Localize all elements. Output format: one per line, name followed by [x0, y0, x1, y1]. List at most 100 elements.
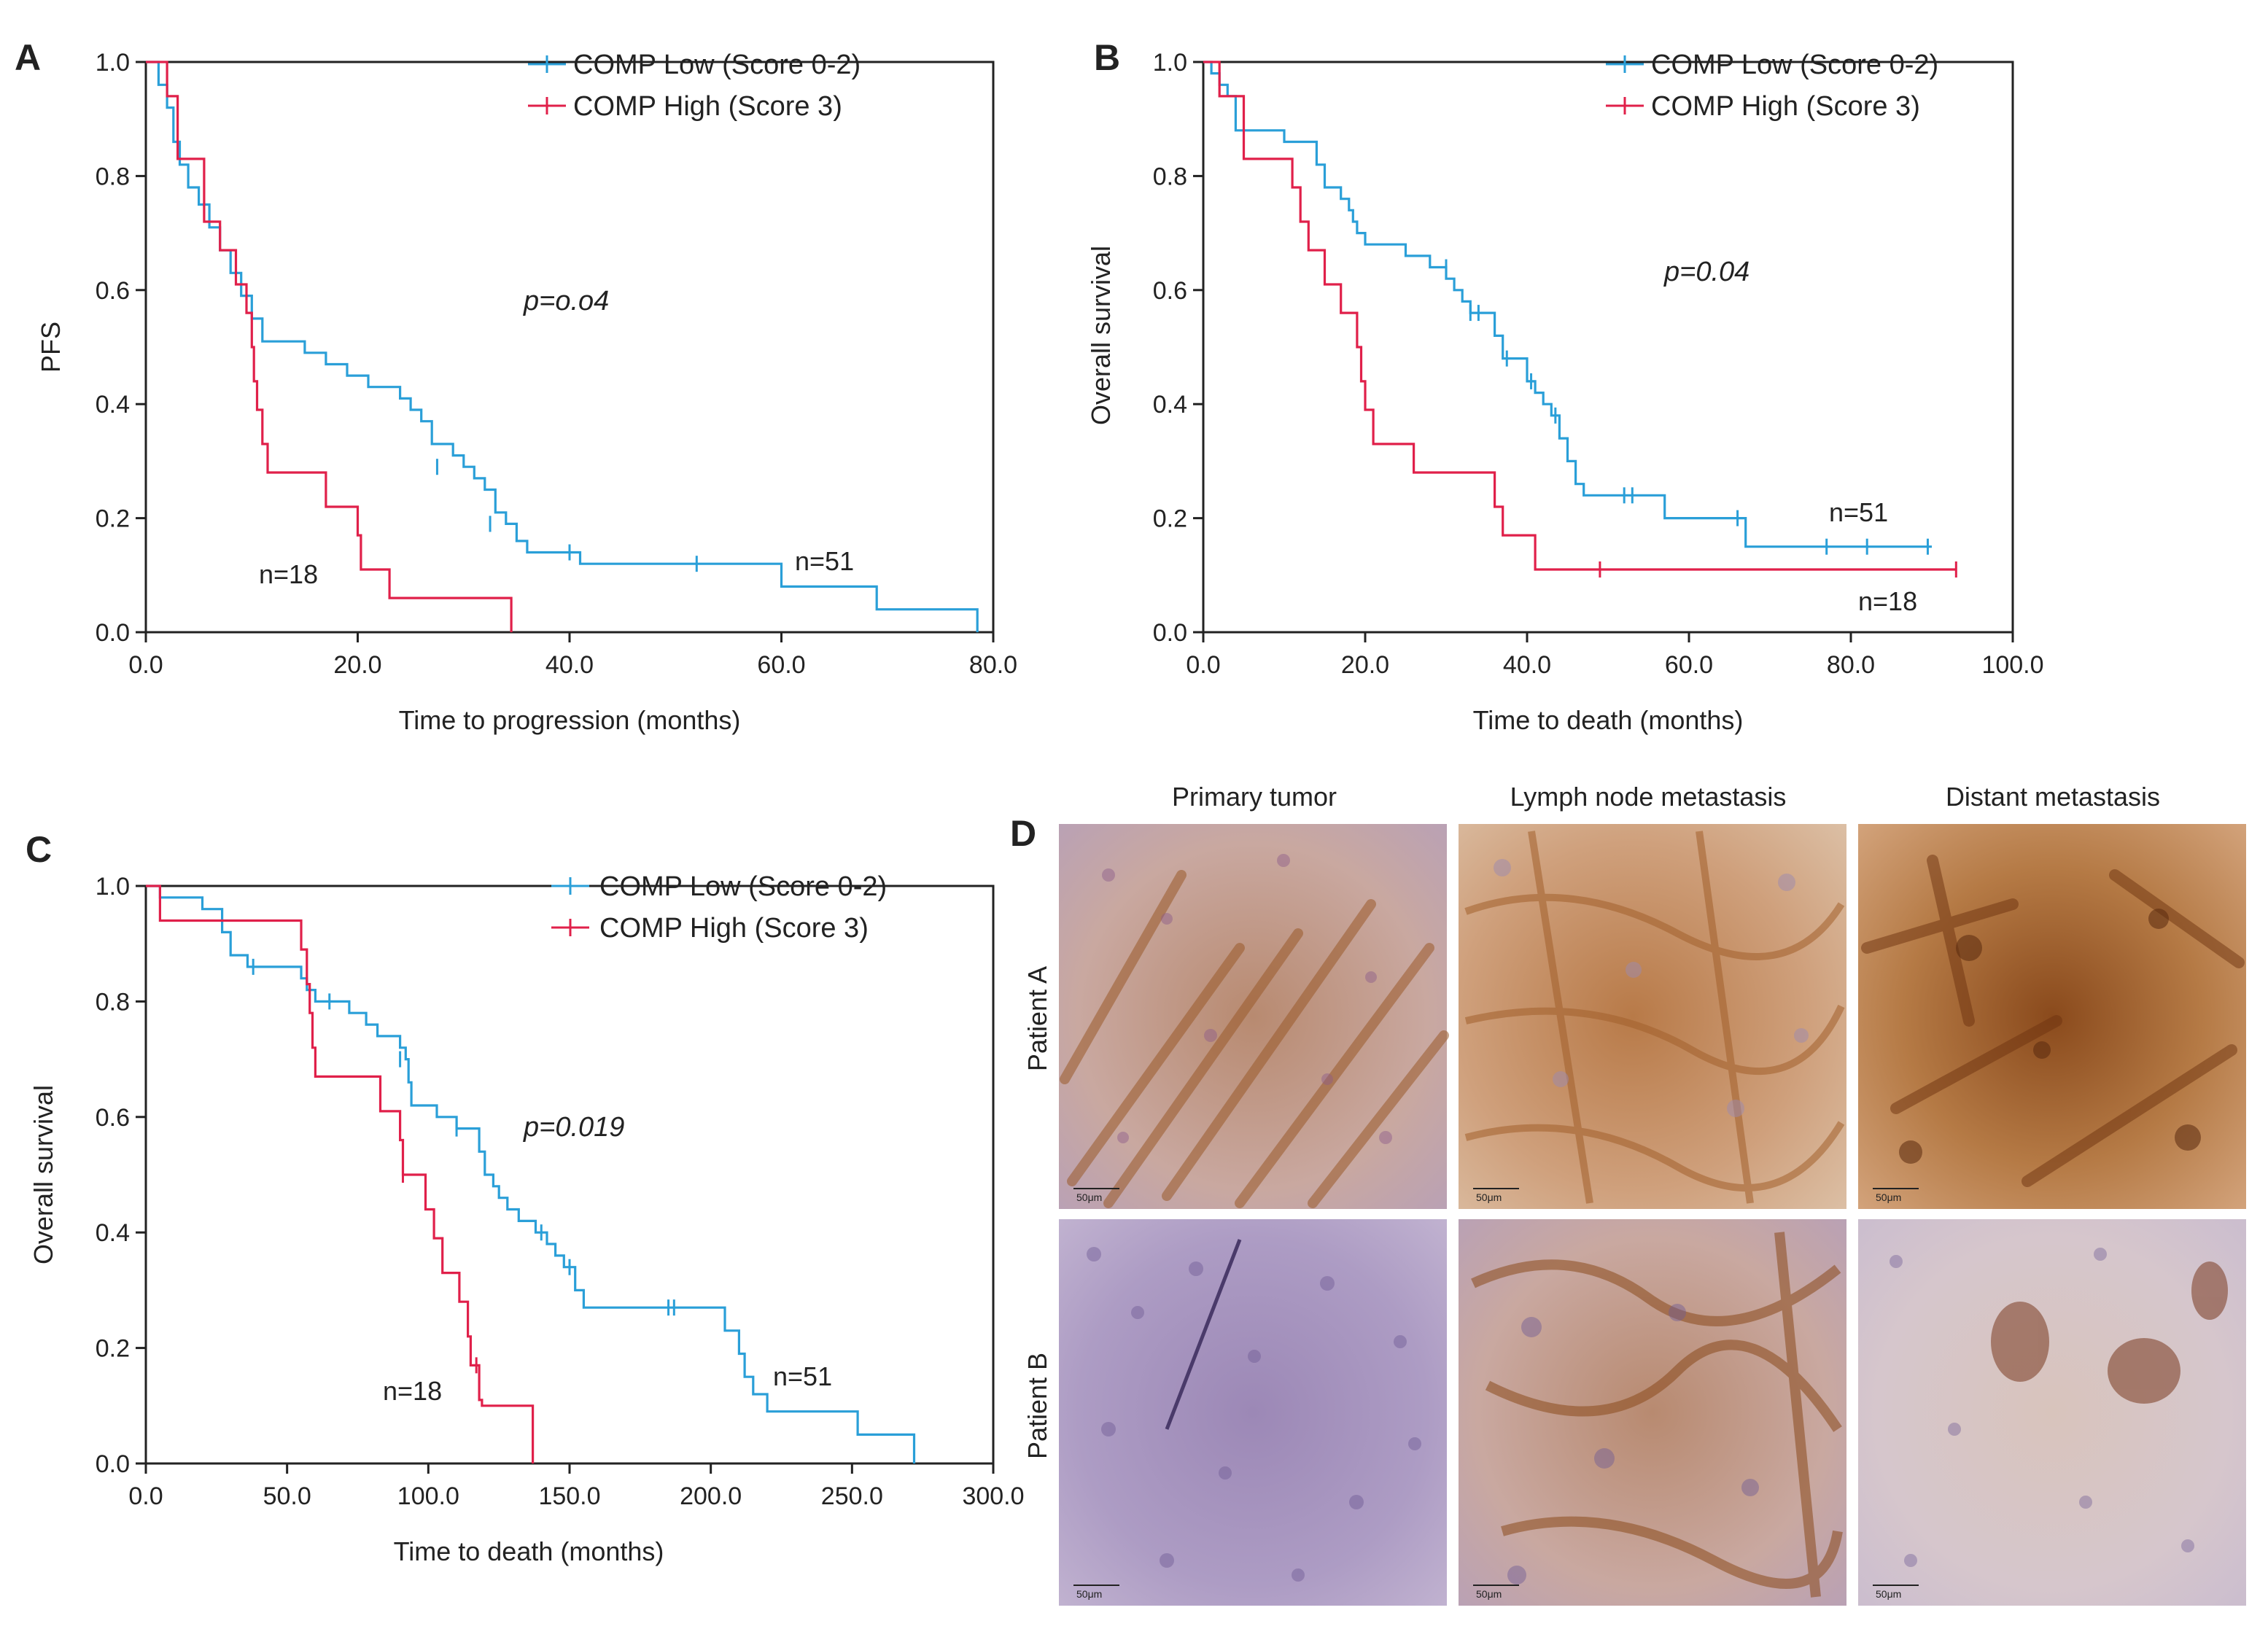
- x-tick-label-c-3: 150.0: [538, 1482, 600, 1510]
- y-tick-label-a-3: 0.6: [96, 277, 130, 305]
- x-tick-label-c-5: 250.0: [821, 1482, 883, 1510]
- curves-c: [146, 885, 916, 1463]
- legend-label-low-c: COMP Low (Score 0-2): [599, 871, 887, 902]
- x-tick-label-c-2: 100.0: [397, 1482, 459, 1510]
- image-b-distant: 50μm: [1858, 1219, 2246, 1606]
- x-tick-label-a-4: 80.0: [969, 651, 1017, 679]
- km-curve-low-b: [1203, 61, 1932, 548]
- legend-label-high-a: COMP High (Score 3): [573, 91, 842, 122]
- axes-b: 0.0 20.0 40.0 60.0 80.0 100.0 0.0 0.2 0.4 0.6 0.8 1…: [1153, 49, 2044, 679]
- panel-letter-b: B: [1094, 37, 1120, 78]
- image-b-lymph-node: 50μm: [1459, 1219, 1846, 1606]
- legend-label-low-b: COMP Low (Score 0-2): [1651, 50, 1938, 80]
- p-value-b: p=0.04: [1663, 257, 1749, 287]
- row-label-patient-a: Patient A: [1022, 966, 1052, 1071]
- y-tick-label-b-0: 0.0: [1153, 619, 1187, 647]
- n-label-high-c: n=18: [383, 1376, 442, 1406]
- column-label-lymph-node: Lymph node metastasis: [1510, 782, 1787, 812]
- y-axis-label-a: PFS: [36, 322, 66, 373]
- x-tick-label-b-4: 80.0: [1827, 651, 1875, 679]
- km-curve-low-a: [146, 61, 979, 632]
- y-tick-label-a-5: 1.0: [96, 49, 130, 77]
- n-label-low-c: n=51: [773, 1361, 832, 1391]
- x-tick-label-a-3: 60.0: [757, 651, 805, 679]
- y-tick-label-b-5: 1.0: [1153, 49, 1187, 77]
- panel-a: A 0.0 20.0 40.0 60.0 80.00.00.20.40.60.81.0 …: [15, 37, 1017, 735]
- n-label-low-a: n=51: [795, 546, 854, 576]
- svg-text:50μm: 50μm: [1476, 1191, 1502, 1203]
- axes-c: 0.0 50.0 100.0 150.0 200.0 250.0 300.0 0.0 0.2 0.…: [96, 873, 1025, 1510]
- n-label-low-b: n=51: [1829, 497, 1888, 527]
- y-tick-label-b-1: 0.2: [1153, 505, 1187, 533]
- legend-label-high-c: COMP High (Score 3): [599, 913, 869, 944]
- y-tick-label-b-2: 0.4: [1153, 391, 1187, 419]
- panel-d: D Primary tumor Lymph node metastasis Di…: [1010, 782, 2246, 1606]
- x-tick-label-b-2: 40.0: [1503, 651, 1551, 679]
- x-tick-label-a-0: 0.0: [128, 651, 163, 679]
- km-curve-high-b: [1203, 61, 1957, 571]
- y-tick-label-b-4: 0.8: [1153, 163, 1187, 190]
- km-curve-high-a: [146, 61, 513, 632]
- svg-text:50μm: 50μm: [1876, 1191, 1901, 1203]
- panel-letter-d: D: [1010, 813, 1036, 854]
- x-tick-label-b-3: 60.0: [1665, 651, 1713, 679]
- y-tick-label-c-0: 0.0: [96, 1450, 130, 1478]
- x-axis-label-b: Time to death (months): [1473, 705, 1744, 735]
- km-curve-low-c: [146, 885, 916, 1463]
- image-a-distant: 50μm: [1858, 824, 2246, 1209]
- row-label-patient-b: Patient B: [1022, 1353, 1052, 1459]
- legend-a: COMP Low (Score 0-2) COMP High (Score 3): [528, 50, 861, 122]
- x-tick-label-c-6: 300.0: [962, 1482, 1024, 1510]
- y-tick-label-a-4: 0.8: [96, 163, 130, 190]
- x-tick-label-a-2: 40.0: [545, 651, 594, 679]
- plot-frame-b: [1202, 61, 2014, 634]
- y-tick-label-a-2: 0.4: [96, 391, 130, 419]
- curves-b: [1203, 61, 1957, 578]
- x-tick-label-b-5: 100.0: [1981, 651, 2043, 679]
- x-tick-label-c-4: 200.0: [680, 1482, 742, 1510]
- svg-text:50μm: 50μm: [1076, 1588, 1102, 1600]
- column-label-primary: Primary tumor: [1172, 782, 1337, 812]
- column-label-distant: Distant metastasis: [1946, 782, 2160, 812]
- legend-c: COMP Low (Score 0-2) COMP High (Score 3): [551, 871, 887, 944]
- n-label-high-b: n=18: [1858, 586, 1917, 616]
- plot-frame-c: [144, 885, 995, 1465]
- legend-label-low-a: COMP Low (Score 0-2): [573, 50, 861, 80]
- y-tick-label-a-0: 0.0: [96, 619, 130, 647]
- x-axis-label-c: Time to death (months): [394, 1536, 664, 1566]
- x-tick-label-b-0: 0.0: [1186, 651, 1220, 679]
- svg-text:50μm: 50μm: [1076, 1191, 1102, 1203]
- svg-text:50μm: 50μm: [1876, 1588, 1901, 1600]
- curves-a: [146, 61, 979, 632]
- y-axis-label-b: Overall survival: [1086, 246, 1116, 425]
- x-tick-label-c-0: 0.0: [128, 1482, 163, 1510]
- image-a-lymph-node: 50μm: [1459, 824, 1846, 1209]
- image-a-primary: 50μm: [1059, 824, 1449, 1209]
- n-label-high-a: n=18: [259, 559, 318, 589]
- km-curve-high-c: [146, 885, 535, 1463]
- x-tick-label-a-1: 20.0: [333, 651, 381, 679]
- y-tick-label-c-1: 0.2: [96, 1335, 130, 1363]
- y-tick-label-c-3: 0.6: [96, 1104, 130, 1132]
- axes-a: 0.0 20.0 40.0 60.0 80.0 0.0 0.2 0.4 0.6 0.8 1.0: [96, 49, 1017, 679]
- y-tick-label-a-1: 0.2: [96, 505, 130, 533]
- y-tick-label-c-5: 1.0: [96, 873, 130, 901]
- image-b-primary: 50μm: [1059, 1219, 1447, 1606]
- panel-c: C 0.0 50.0 100.0 150.0 200.0 250.0 300.0 0.0 0.2…: [26, 829, 1025, 1566]
- panel-letter-c: C: [26, 829, 52, 870]
- panel-b: B 0.0 20.0 40.0 60.0 80.0 100.00.00.20.40.60.…: [1086, 37, 2044, 735]
- x-tick-label-c-1: 50.0: [263, 1482, 311, 1510]
- p-value-a: p=o.o4: [523, 286, 609, 316]
- y-tick-label-c-2: 0.4: [96, 1219, 130, 1247]
- y-tick-label-c-4: 0.8: [96, 988, 130, 1016]
- y-tick-label-b-3: 0.6: [1153, 277, 1187, 305]
- legend-label-high-b: COMP High (Score 3): [1651, 91, 1920, 122]
- y-axis-label-c: Overall survival: [28, 1085, 58, 1264]
- x-axis-label-a: Time to progression (months): [399, 705, 741, 735]
- x-tick-label-b-1: 20.0: [1341, 651, 1389, 679]
- svg-text:50μm: 50μm: [1476, 1588, 1502, 1600]
- legend-b: COMP Low (Score 0-2) COMP High (Score 3): [1606, 50, 1938, 122]
- p-value-c: p=0.019: [523, 1112, 624, 1143]
- panel-letter-a: A: [15, 37, 41, 78]
